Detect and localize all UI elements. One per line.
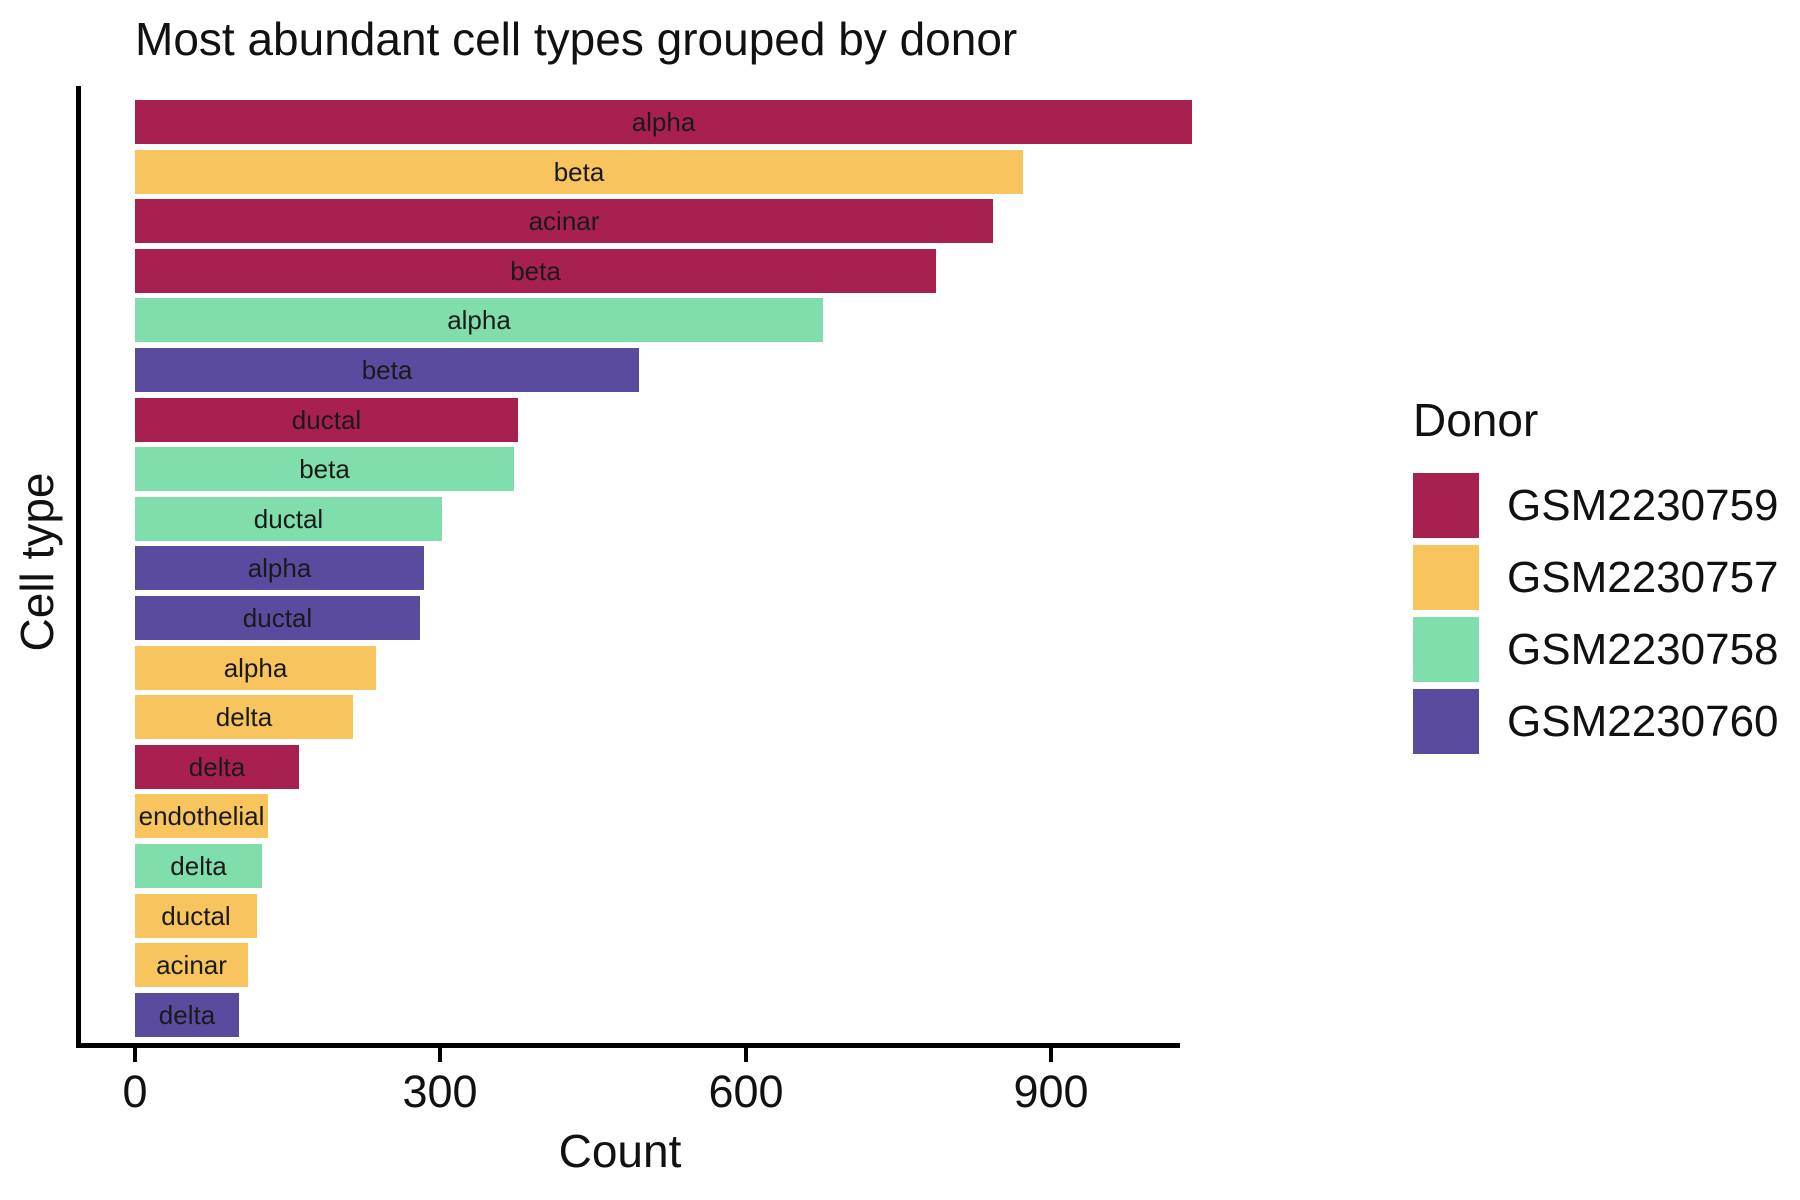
bar-label: delta (170, 851, 227, 881)
legend-swatch (1413, 545, 1479, 610)
x-tick (744, 1048, 748, 1062)
bar: ductal (135, 398, 518, 442)
bar-label: acinar (156, 950, 227, 980)
bar: delta (135, 745, 299, 789)
bar: ductal (135, 497, 442, 541)
bar-label: ductal (253, 504, 324, 534)
bar: acinar (135, 943, 248, 987)
legend-label: GSM2230757 (1507, 552, 1779, 602)
x-tick-label: 900 (1013, 1066, 1089, 1117)
bar-label: ductal (161, 901, 231, 931)
x-tick (133, 1048, 137, 1062)
bar: beta (135, 447, 514, 491)
x-tick-label: 300 (402, 1066, 478, 1117)
legend-item: GSM2230757 (1413, 545, 1779, 610)
chart-title: Most abundant cell types grouped by dono… (135, 13, 1018, 65)
bar: ductal (135, 596, 420, 640)
legend-label: GSM2230760 (1507, 696, 1779, 746)
legend-label: GSM2230758 (1507, 624, 1779, 674)
legend-swatch (1413, 617, 1479, 682)
bar-label: delta (158, 1000, 216, 1030)
bar: delta (135, 993, 239, 1037)
bars-layer: alpha beta acinar beta alpha beta ductal beta du… (135, 100, 1235, 1040)
x-tick-label: 0 (122, 1066, 148, 1117)
legend-item: GSM2230760 (1413, 689, 1779, 754)
y-axis-title: Cell type (11, 472, 63, 652)
x-tick (1049, 1048, 1053, 1062)
x-axis-line (76, 1043, 1180, 1048)
legend-item: GSM2230758 (1413, 617, 1779, 682)
bar: delta (135, 844, 262, 888)
bar-label: alpha (631, 107, 696, 137)
legend-item: GSM2230759 (1413, 473, 1779, 538)
bar: delta (135, 695, 353, 739)
bar: alpha (135, 646, 376, 690)
bar: beta (135, 150, 1023, 194)
legend-items: GSM2230759 GSM2230757 GSM2230758 GSM2230760 (1413, 473, 1779, 754)
bar-label: alpha (447, 305, 511, 335)
bar-label: alpha (223, 653, 288, 683)
y-axis-line (76, 86, 81, 1048)
legend-title: Donor (1413, 394, 1539, 446)
bar: beta (135, 348, 639, 392)
bar-label: ductal (291, 405, 362, 435)
legend: Donor GSM2230759 GSM2230757 GSM2230758 GSM2… (1413, 393, 1779, 761)
bar: alpha (135, 546, 424, 590)
bar: alpha (135, 100, 1192, 144)
bar-label: beta (553, 157, 605, 187)
x-tick (438, 1048, 442, 1062)
x-tick-label: 600 (708, 1066, 784, 1117)
bar-label: delta (215, 702, 273, 732)
bar: acinar (135, 199, 993, 243)
bar-label: alpha (247, 553, 312, 583)
bar: endothelial (135, 794, 268, 838)
bar: alpha (135, 298, 823, 342)
bar-label: beta (361, 355, 413, 385)
bar-label: ductal (242, 603, 313, 633)
legend-swatch (1413, 473, 1479, 538)
bar-label: endothelial (138, 801, 265, 831)
legend-label: GSM2230759 (1507, 480, 1779, 530)
bar-label: delta (188, 752, 246, 782)
bar: ductal (135, 894, 257, 938)
bar-label: acinar (528, 206, 600, 236)
x-axis-title: Count (558, 1125, 682, 1177)
legend-swatch (1413, 689, 1479, 754)
bar-label: beta (510, 256, 561, 286)
bar-label: beta (299, 454, 350, 484)
bar: beta (135, 249, 936, 293)
